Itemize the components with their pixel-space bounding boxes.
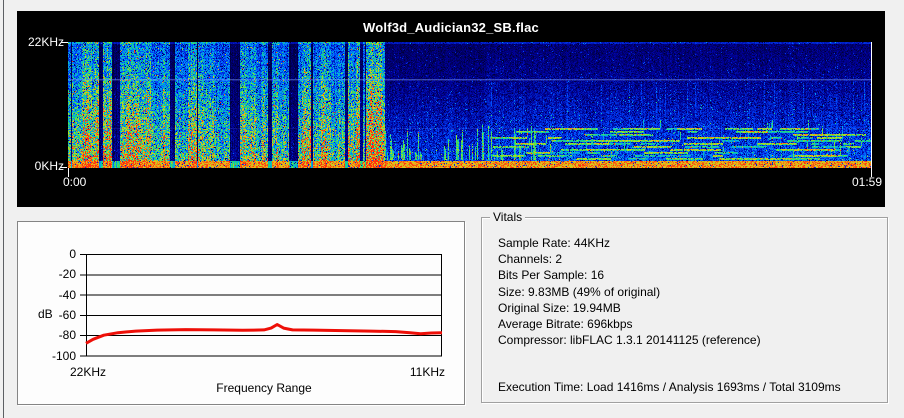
frequency-response-line [85, 323, 443, 345]
frequency-chart-panel: 0 -20 -40 -60 -80 -100 dB 22KHz 11KHz Frequen… [17, 221, 465, 405]
frequency-chart-svg [80, 254, 443, 357]
execution-time-line: Execution Time: Load 1416ms / Analysis 1… [498, 380, 841, 394]
freq-axis-bottom-label: 0KHz [34, 159, 64, 173]
spectrogram-panel: Wolf3d_Audician32_SB.flac 22KHz 0KHz 0:0… [17, 11, 885, 207]
freq-range-axis-title: Frequency Range [216, 381, 312, 395]
db-tick-label: -20 [58, 267, 76, 282]
vitals-groupbox-title: Vitals [490, 211, 526, 224]
vitals-line: Size: 9.83MB (49% of original) [498, 284, 661, 299]
time-axis-start-tick [68, 168, 69, 177]
time-start-label: 0:00 [63, 175, 87, 189]
db-tick-label: -60 [58, 307, 76, 322]
vitals-line: Compressor: libFLAC 1.3.1 20141125 (refe… [498, 333, 761, 348]
vitals-line: Original Size: 19.94MB [498, 300, 621, 315]
vitals-line: Bits Per Sample: 16 [498, 268, 605, 283]
db-axis-label: dB [38, 307, 53, 321]
freq-range-left-label: 22KHz [70, 365, 107, 379]
spectrogram-right-edge-tick [871, 42, 872, 177]
time-end-label: 01:59 [851, 175, 882, 189]
db-tick-label: -100 [51, 348, 76, 363]
vitals-line: Average Bitrate: 696kbps [498, 317, 633, 332]
spectrogram-canvas [68, 42, 872, 168]
db-tick-label: 0 [69, 247, 76, 261]
vitals-groupbox: Vitals Sample Rate: 44KHz Channels: 2 Bits… [481, 211, 888, 403]
freq-axis-bottom-tick [60, 167, 67, 168]
db-tick-label: -40 [58, 287, 76, 302]
freq-range-right-label: 11KHz [409, 365, 445, 379]
freq-axis-top-label: 22KHz [27, 35, 64, 49]
db-tick-label: -80 [58, 328, 76, 343]
vitals-lines: Sample Rate: 44KHz Channels: 2 Bits Per Sa… [498, 235, 761, 348]
vitals-line: Channels: 2 [498, 252, 563, 267]
freq-axis-top-tick [61, 42, 68, 43]
vitals-line: Sample Rate: 44KHz [498, 236, 611, 250]
window-left-border [3, 0, 4, 418]
spectrogram-title: Wolf3d_Audician32_SB.flac [363, 20, 539, 35]
